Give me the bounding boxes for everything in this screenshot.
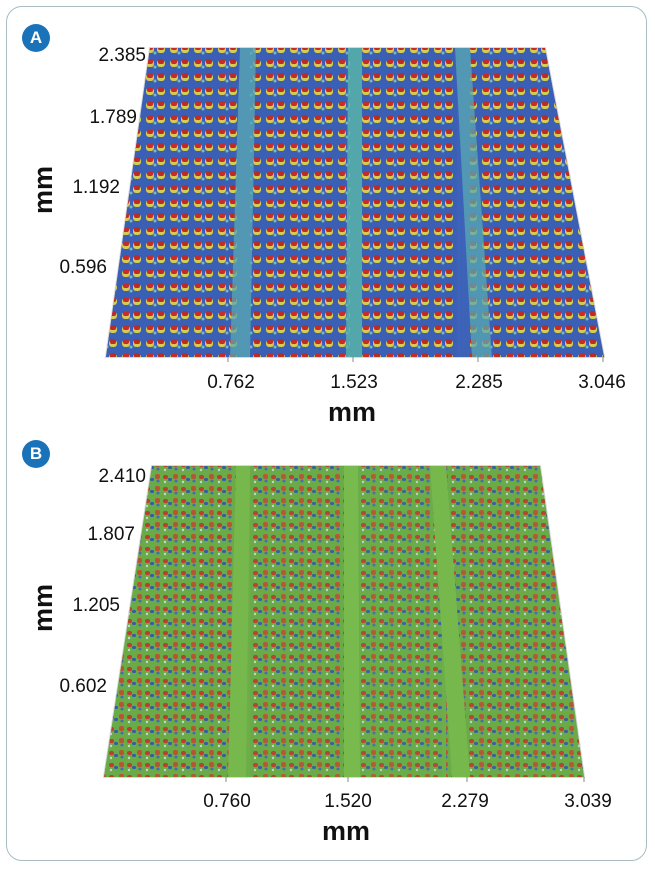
panel-a-y-tick: 2.385 xyxy=(98,45,146,66)
panel-b-surface-texture xyxy=(104,466,584,777)
panel-a-x-axis-label: mm xyxy=(328,397,377,427)
panel-a-y-axis-label: mm xyxy=(28,165,59,215)
panel-b-surface-plot xyxy=(102,465,586,782)
panel-a-x-tick: 0.762 xyxy=(207,372,255,393)
panel-a-x-tick-marks xyxy=(227,357,604,362)
panel-b-x-tick: 2.279 xyxy=(441,791,489,812)
panel-b-y-tick: 1.807 xyxy=(87,524,135,545)
panel-a-y-tick: 1.789 xyxy=(89,107,137,128)
panel-b-y-tick: 2.410 xyxy=(98,466,146,487)
panel-a-x-tick: 2.285 xyxy=(455,372,503,393)
panel-b-x-axis-label: mm xyxy=(322,816,371,846)
panel-b: B xyxy=(0,436,655,869)
panel-b-x-tick: 0.760 xyxy=(203,791,251,812)
panel-b-x-tick-marks xyxy=(225,777,585,782)
panel-a-x-tick: 3.046 xyxy=(578,372,626,393)
panel-a-y-tick: 0.596 xyxy=(59,257,107,278)
panel-b-x-tick: 3.039 xyxy=(564,791,612,812)
panel-a-badge: A xyxy=(22,24,50,52)
panel-b-y-axis-label: mm xyxy=(28,583,59,633)
panel-b-badge: B xyxy=(22,440,50,468)
panel-b-y-tick: 1.205 xyxy=(72,595,120,616)
figure-frame xyxy=(6,6,647,861)
panel-a-surface-texture xyxy=(106,48,604,357)
panel-a: A xyxy=(0,0,655,430)
panel-a-surface-plot xyxy=(104,47,606,362)
panel-b-y-tick: 0.602 xyxy=(59,676,107,697)
panel-a-y-tick: 1.192 xyxy=(72,177,120,198)
panel-a-x-tick: 1.523 xyxy=(330,372,378,393)
panel-b-x-tick: 1.520 xyxy=(324,791,372,812)
